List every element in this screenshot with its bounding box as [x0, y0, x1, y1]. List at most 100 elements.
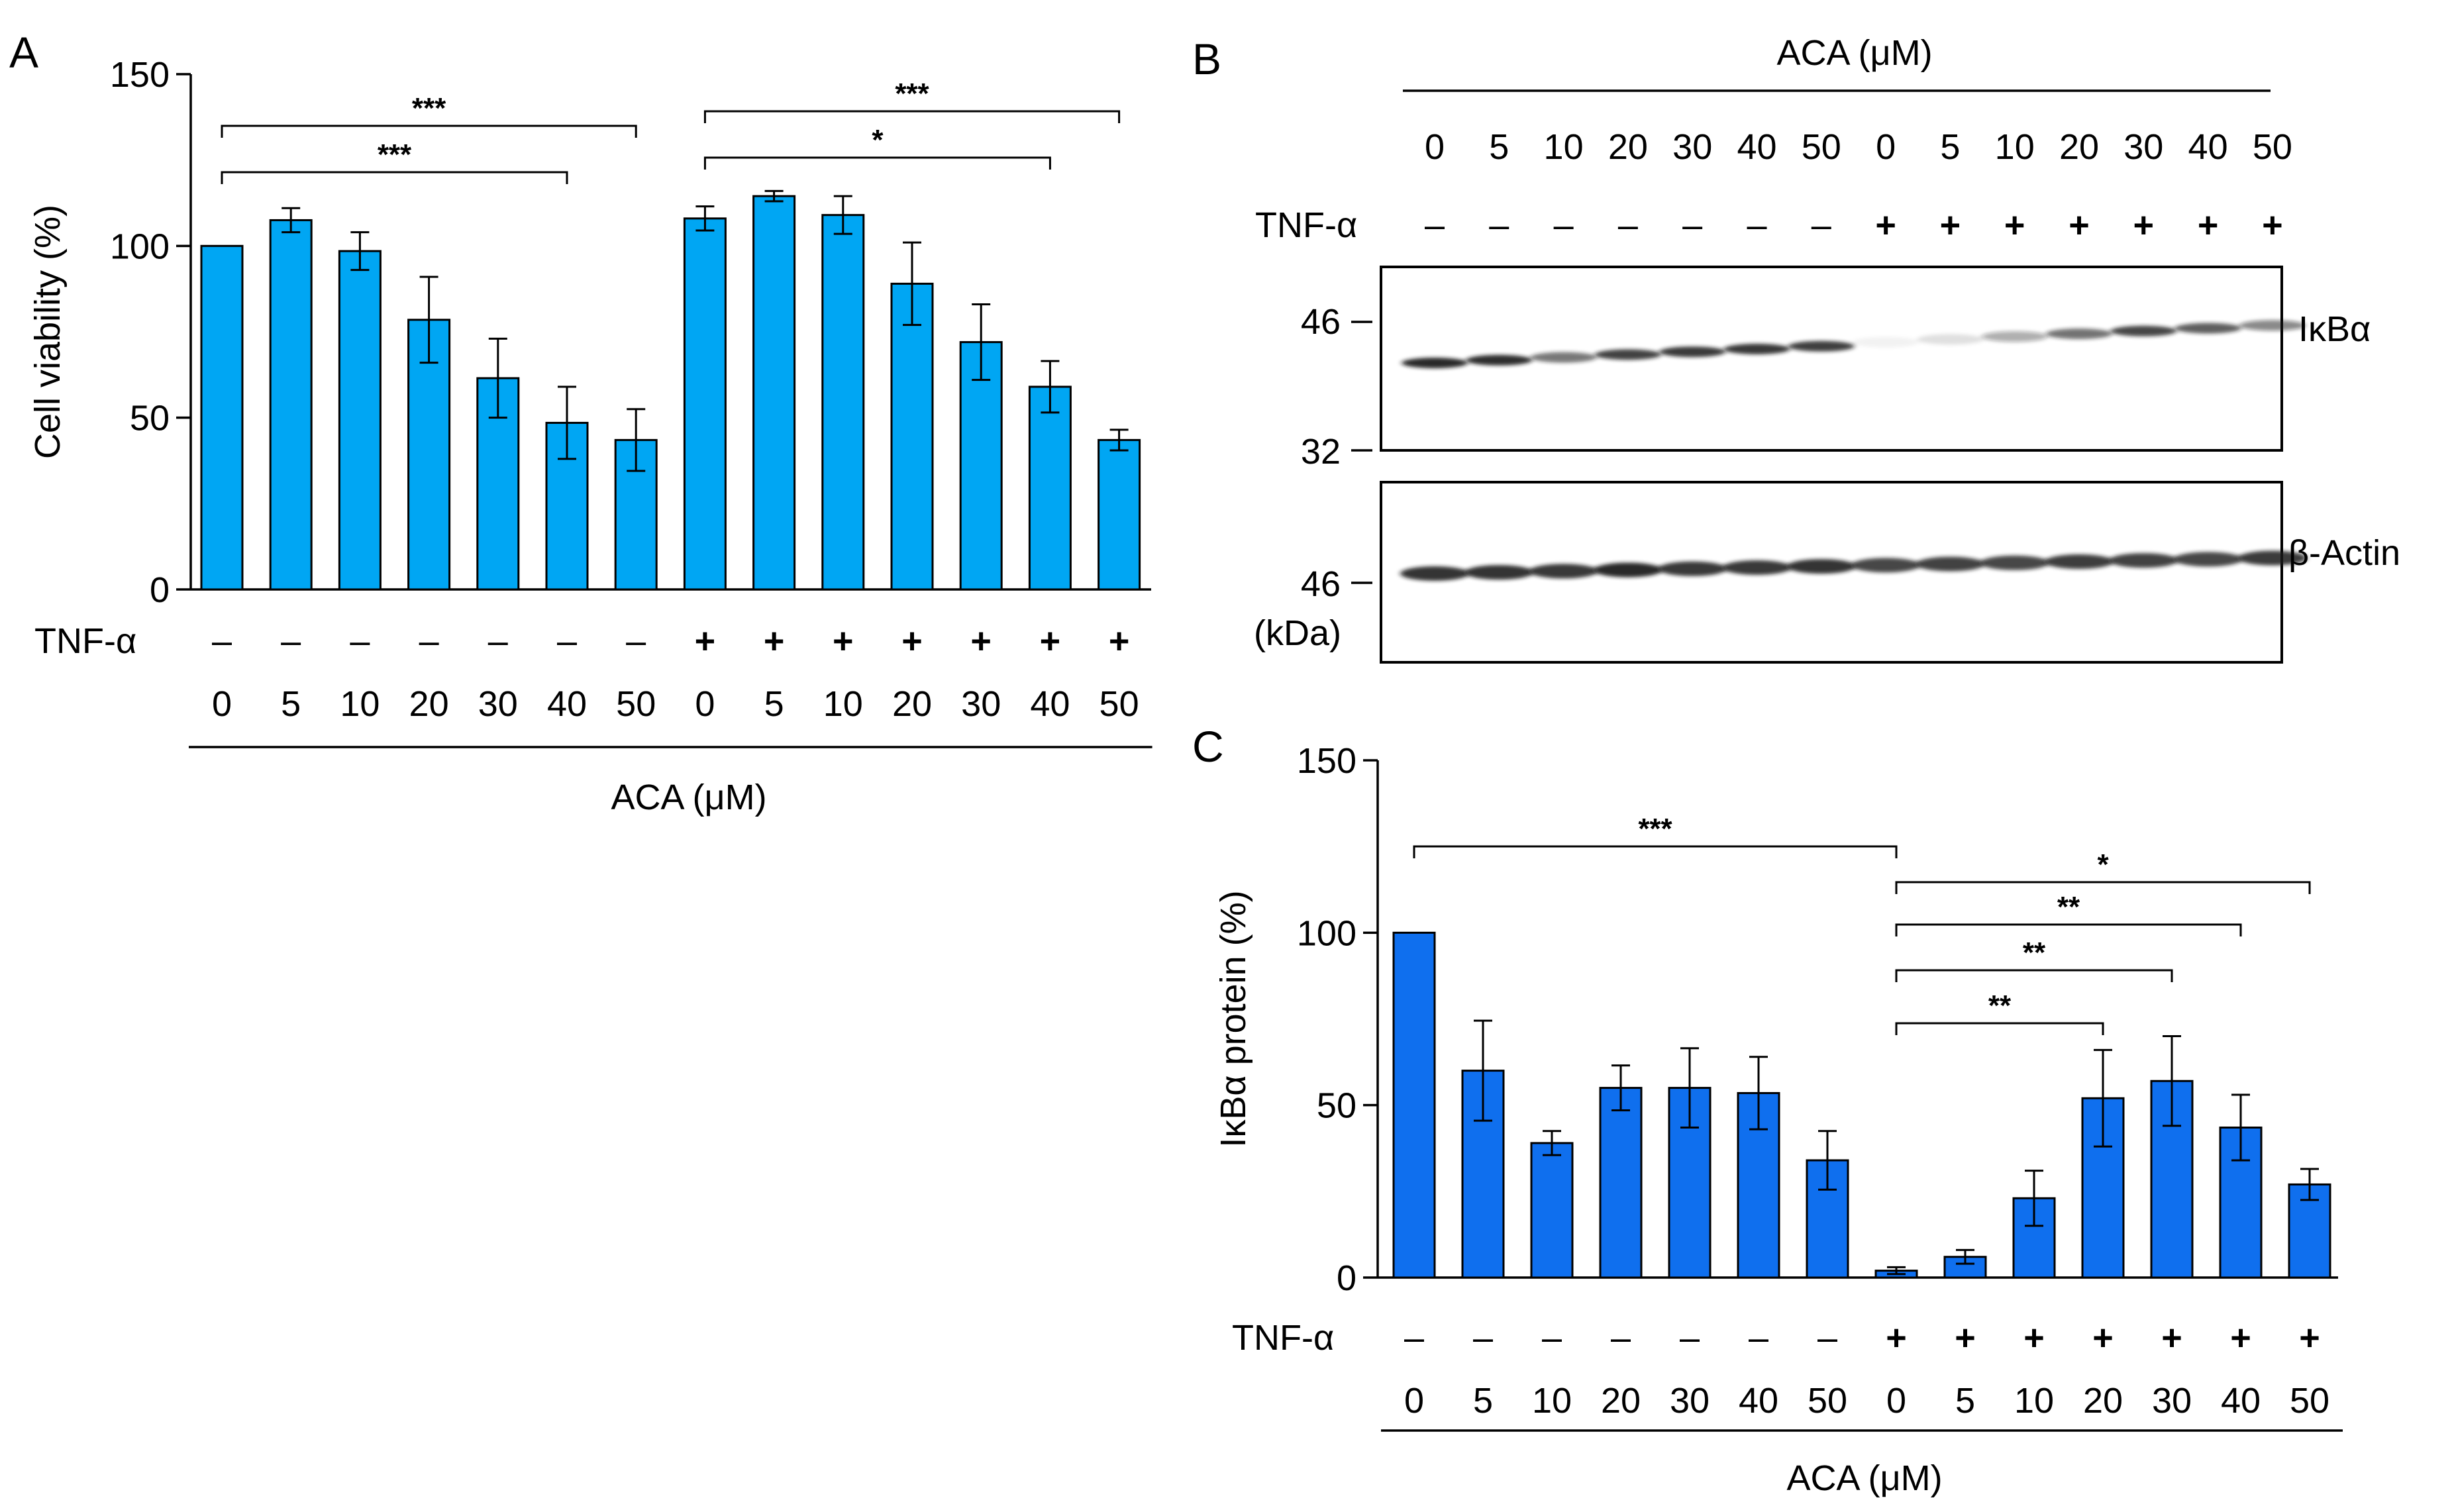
blot-lane-label: 0: [1425, 127, 1445, 167]
ikba-band: [2174, 323, 2241, 334]
actin-band: [2237, 550, 2307, 566]
significance-bracket: [1895, 1022, 2104, 1035]
blot-lane-label: 5: [1940, 127, 1960, 167]
actin-band: [1722, 560, 1792, 575]
significance-bracket: [1895, 881, 2311, 894]
significance-label: ***: [895, 77, 929, 110]
category-label: 10: [2014, 1381, 2054, 1421]
category-label: 10: [823, 684, 863, 724]
x-axis-label: ACA (μM): [611, 778, 766, 817]
category-label: 20: [892, 684, 932, 724]
y-tick-label: 0: [1337, 1258, 1356, 1298]
category-label: 5: [1955, 1381, 1975, 1421]
actin-band: [2173, 552, 2243, 567]
tnf-mark: –: [281, 621, 301, 661]
blot-tnf-mark: –: [1682, 205, 1702, 245]
significance-label: **: [1988, 989, 2012, 1022]
ikba-band: [1853, 336, 1919, 348]
bar: [683, 217, 727, 591]
blot-tnf-mark: +: [2262, 205, 2283, 245]
significance-bracket: [221, 171, 568, 184]
significance-label: ***: [1638, 813, 1672, 845]
panel-label-b: B: [1192, 34, 1221, 83]
ikba-band: [1402, 358, 1468, 368]
blot-tnf-mark: –: [1489, 205, 1509, 245]
actin-band: [1658, 561, 1727, 576]
bar: [1599, 1087, 1643, 1279]
significance-bracket: [221, 125, 637, 138]
category-label: 40: [1739, 1381, 1778, 1421]
tnf-row-label: TNF-α: [34, 621, 136, 661]
bar: [1530, 1142, 1574, 1279]
blot-top-panel: [1380, 266, 2283, 452]
blot-tnf-label: TNF-α: [1255, 205, 1357, 245]
tnf-mark: –: [419, 621, 439, 661]
bar: [338, 250, 382, 591]
tnf-mark: +: [695, 621, 716, 661]
blot-tnf-mark: –: [1618, 205, 1638, 245]
category-label: 20: [2083, 1381, 2123, 1421]
actin-band: [1529, 564, 1598, 579]
actin-band: [1851, 558, 1921, 573]
blot-marker-46-top: 46: [1301, 302, 1341, 342]
bar: [1028, 385, 1072, 591]
blot-lane-label: 20: [2059, 127, 2099, 167]
actin-band: [1400, 566, 1469, 581]
y-tick-label: 100: [1297, 913, 1356, 953]
blot-unit: (kDa): [1254, 613, 1341, 653]
bar: [1392, 931, 1436, 1279]
category-label: 50: [1099, 684, 1139, 724]
tnf-mark: –: [350, 621, 370, 661]
category-label: 5: [764, 684, 784, 724]
significance-label: *: [2097, 848, 2109, 881]
tnf-mark: +: [901, 621, 923, 661]
y-axis-label: IκBα protein (%): [1213, 890, 1253, 1147]
actin-band: [1916, 556, 1985, 572]
blot-tnf-mark: –: [1812, 205, 1831, 245]
bar: [752, 195, 796, 591]
ikba-band: [1723, 344, 1790, 354]
tnf-mark: +: [764, 621, 785, 661]
category-label: 50: [1808, 1381, 1847, 1421]
significance-label: **: [2023, 936, 2046, 969]
bar: [821, 214, 865, 591]
ikba-band: [1466, 354, 1533, 366]
category-label: 30: [961, 684, 1001, 724]
category-label: 20: [409, 684, 449, 724]
significance-label: ***: [378, 138, 412, 171]
y-tick-label: 100: [110, 227, 170, 266]
y-axis-label: Cell viability (%): [28, 205, 68, 459]
blot-marker-32: 32: [1301, 432, 1341, 472]
y-tick-label: 50: [130, 399, 170, 438]
western-blot: ACA (μM) 0 5 10 20 30 40 50 0 5 10 20 30 40 50 TNF-α …: [1254, 33, 2400, 664]
significance-bracket: [1895, 969, 2173, 982]
category-label: 30: [1670, 1381, 1710, 1421]
blot-lane-label: 20: [1608, 127, 1648, 167]
y-tick-label: 150: [110, 55, 170, 95]
blot-lane-label: 10: [1544, 127, 1584, 167]
blot-tnf-mark: +: [1875, 205, 1896, 245]
bar: [890, 282, 934, 591]
tnf-mark: –: [1473, 1318, 1493, 1358]
category-label: 30: [2152, 1381, 2192, 1421]
category-label: 5: [1473, 1381, 1493, 1421]
ikba-band: [1981, 331, 2048, 342]
category-label: 0: [1404, 1381, 1424, 1421]
tnf-mark: –: [1542, 1318, 1562, 1358]
category-label: 40: [1030, 684, 1070, 724]
bar: [269, 219, 313, 591]
blot-lane-label: 5: [1489, 127, 1509, 167]
actin-band: [1786, 559, 1856, 574]
tnf-mark: –: [557, 621, 577, 661]
ikba-band: [2239, 320, 2306, 331]
blot-lane-label: 0: [1876, 127, 1896, 167]
tnf-mark: +: [1109, 621, 1130, 661]
ikba-band: [2046, 328, 2112, 339]
significance-bracket: [703, 110, 1121, 123]
category-label: 10: [340, 684, 380, 724]
tnf-mark: +: [2161, 1318, 2182, 1358]
ikba-band: [1530, 352, 1597, 363]
significance-label: ***: [412, 92, 446, 125]
y-tick-label: 50: [1317, 1086, 1356, 1126]
